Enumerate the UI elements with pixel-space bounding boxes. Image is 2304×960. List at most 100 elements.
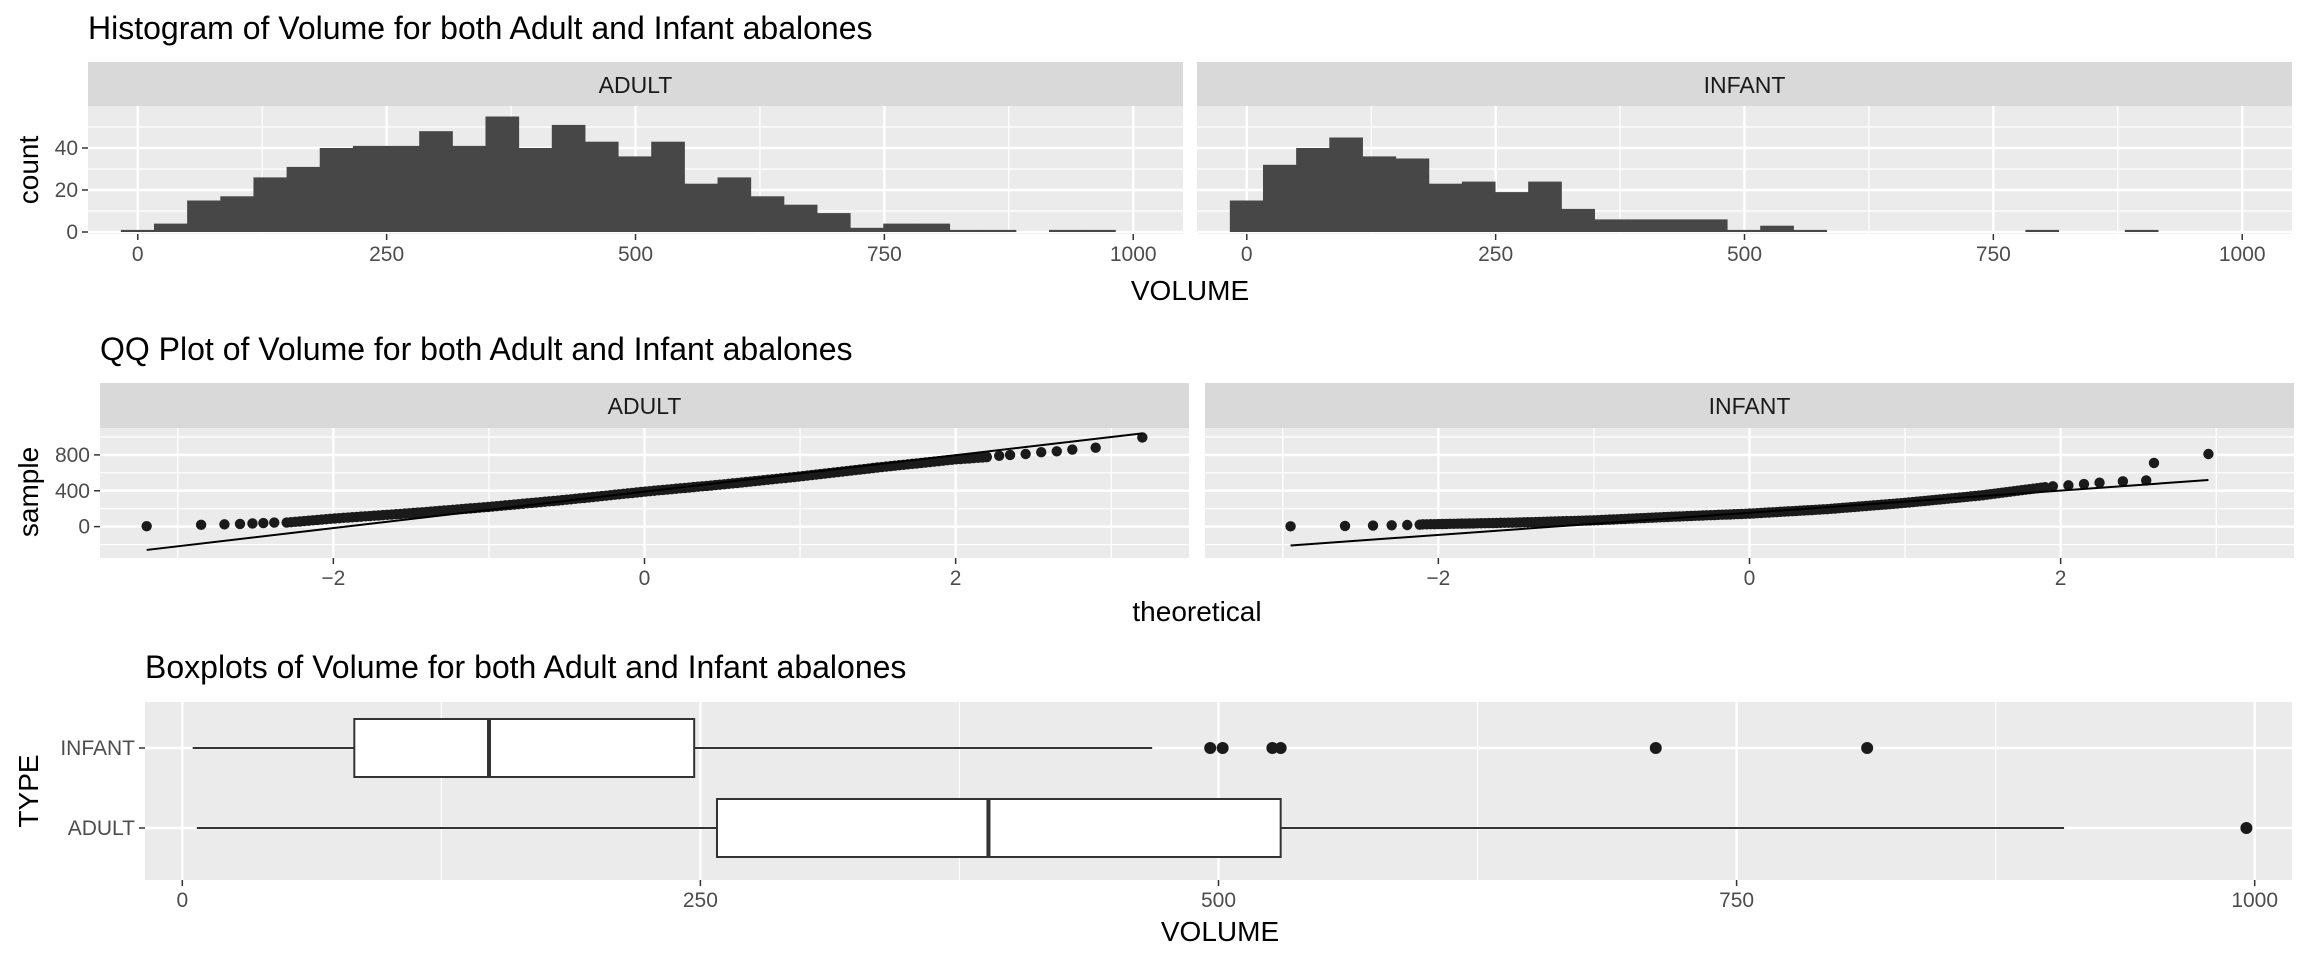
x-tick-label: 500	[1727, 243, 1762, 266]
strip-bg	[1197, 62, 2292, 106]
qq-point	[1020, 448, 1031, 460]
qq-point	[2203, 448, 2214, 460]
qq-point	[1414, 519, 1425, 530]
qq-reference-line	[146, 432, 1143, 551]
qq-point	[1402, 519, 1413, 531]
histogram-bar	[916, 223, 951, 232]
strip-label-adult: ADULT	[608, 393, 682, 419]
x-tick-label: 1000	[1110, 243, 1157, 266]
x-tick-label: 750	[867, 243, 902, 266]
histogram-bar	[2025, 229, 2060, 232]
y-tick-label: ADULT	[68, 817, 135, 840]
histogram-bar	[319, 148, 354, 232]
box-outlier	[1649, 742, 1662, 754]
histogram-bar	[949, 229, 984, 232]
histogram-bar	[352, 145, 387, 232]
histogram-bar	[783, 204, 818, 232]
qq-point	[269, 517, 280, 528]
histogram-bar	[1082, 229, 1116, 232]
strip-bg	[88, 62, 1183, 106]
histogram-axes: 0 250 500 750 1000 0 250 500 750 1000 0 20 40	[55, 137, 2266, 266]
y-tick-label: 400	[55, 480, 90, 503]
histogram-bar	[1395, 158, 1430, 232]
qq-y-title: sample	[13, 447, 44, 537]
box-outlier	[1204, 742, 1217, 754]
histogram-bar	[1760, 225, 1794, 232]
x-tick-label: 1000	[2231, 889, 2278, 912]
histogram-bar	[750, 196, 785, 232]
histogram-bar	[1627, 219, 1662, 232]
histogram-bar	[1428, 183, 1463, 232]
qq-adult-marks	[100, 428, 1189, 558]
x-tick-label: 2	[2055, 567, 2067, 590]
qq-point	[1367, 520, 1379, 531]
x-tick-label: 0	[176, 889, 188, 912]
histogram-bar	[1528, 181, 1562, 232]
histogram-panel-adult: ADULT	[88, 62, 1183, 234]
strip-bg	[100, 383, 1189, 428]
qq-title: QQ Plot of Volume for both Adult and Inf…	[100, 331, 853, 367]
y-tick-label: 800	[55, 444, 90, 467]
y-tick-label: 0	[66, 221, 78, 244]
boxplot-title: Boxplots of Volume for both Adult and In…	[145, 649, 906, 685]
histogram-bar	[386, 145, 420, 232]
x-tick-label: 250	[369, 243, 404, 266]
x-tick-label: 0	[1744, 567, 1756, 590]
histogram-bar	[485, 116, 520, 232]
histogram-bar	[452, 145, 486, 232]
x-tick-label: 2	[950, 567, 962, 590]
qq-point	[234, 518, 246, 530]
histogram-bar	[1793, 229, 1828, 232]
histogram-bar	[1262, 164, 1297, 232]
x-tick-label: 1000	[2219, 243, 2266, 266]
qq-point	[2141, 475, 2152, 486]
histogram-title: Histogram of Volume for both Adult and I…	[88, 10, 873, 46]
histogram-bar	[1727, 229, 1761, 232]
histogram-bar	[684, 183, 719, 232]
qq-point	[258, 517, 269, 529]
qq-point	[1067, 444, 1078, 455]
qq-point	[2148, 457, 2160, 469]
histogram-panel-infant: INFANT	[1197, 62, 2292, 234]
qq-point	[1285, 521, 1296, 532]
strip-bg	[1205, 383, 2294, 428]
qq-point	[2047, 481, 2059, 492]
qq-point	[1004, 449, 1016, 461]
qq-point	[247, 518, 258, 529]
x-tick-label: −2	[1426, 567, 1450, 590]
histogram-bar	[1693, 219, 1728, 232]
histogram-bar	[651, 141, 685, 232]
histogram-bar	[1461, 181, 1496, 232]
y-tick-label: 20	[55, 179, 78, 202]
box-outlier	[2240, 822, 2253, 834]
histogram-bar	[153, 223, 188, 232]
histogram-bar	[717, 177, 752, 232]
box-iqr	[353, 718, 696, 778]
boxplot-marks: INFANT ADULT 0 250 500 750 1000	[60, 702, 2292, 912]
histogram-bar	[419, 131, 453, 232]
histogram-bar	[883, 223, 917, 232]
box-outlier	[1216, 742, 1229, 754]
histogram-bar	[286, 166, 321, 232]
x-tick-label: 0	[1241, 243, 1253, 266]
histogram-bar	[187, 200, 221, 232]
y-tick-label: 0	[78, 516, 90, 539]
box-outlier	[1274, 742, 1287, 754]
histogram-bar	[584, 141, 619, 232]
histogram-bar	[816, 213, 851, 232]
x-tick-label: 500	[1201, 889, 1236, 912]
box-iqr	[715, 798, 1282, 858]
x-tick-label: 250	[1478, 243, 1513, 266]
qq-point	[219, 519, 230, 530]
qq-panel-adult: ADULT	[100, 383, 1189, 558]
strip-label-infant: INFANT	[1709, 393, 1791, 419]
x-tick-label: 750	[1719, 889, 1754, 912]
histogram-bar	[1049, 229, 1083, 232]
x-tick-label: 500	[618, 243, 653, 266]
qq-point	[2078, 478, 2090, 490]
x-tick-label: 0	[132, 243, 144, 266]
qq-point	[1339, 520, 1351, 532]
histogram-bar	[1296, 148, 1330, 232]
histogram-bar	[2124, 229, 2159, 232]
